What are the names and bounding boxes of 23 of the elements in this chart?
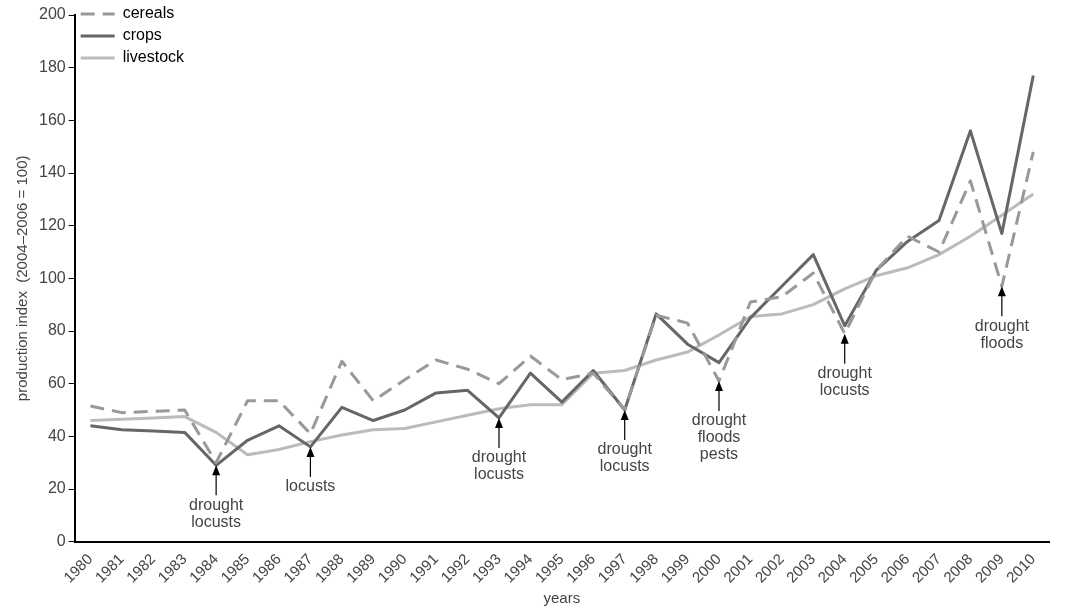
y-tick-label: 40 <box>47 426 66 444</box>
y-tick-label: 120 <box>38 216 66 234</box>
annotation: drought locusts <box>817 364 873 399</box>
annotation: locusts <box>285 477 336 495</box>
legend-label: livestock <box>122 48 186 66</box>
legend-label: cereals <box>122 4 175 22</box>
y-tick-label: 180 <box>38 58 66 76</box>
y-axis-title: production index (2004–2006 = 100) <box>13 155 31 402</box>
y-tick-label: 200 <box>38 5 66 23</box>
y-tick-label: 80 <box>47 321 66 339</box>
y-tick-label: 60 <box>47 374 66 392</box>
annotation: drought locusts <box>471 448 527 483</box>
y-tick-label: 0 <box>56 532 66 550</box>
y-tick-label: 20 <box>47 479 66 497</box>
annotation: drought locusts <box>188 495 244 530</box>
y-tick-label: 100 <box>38 268 66 286</box>
x-axis-title: years <box>543 589 581 607</box>
annotation: drought floods pests <box>691 411 747 463</box>
annotation: drought floods <box>974 316 1030 351</box>
y-tick-label: 160 <box>38 110 66 128</box>
annotation: drought locusts <box>597 440 653 475</box>
y-tick-label: 140 <box>38 163 66 181</box>
legend-label: crops <box>122 26 162 44</box>
